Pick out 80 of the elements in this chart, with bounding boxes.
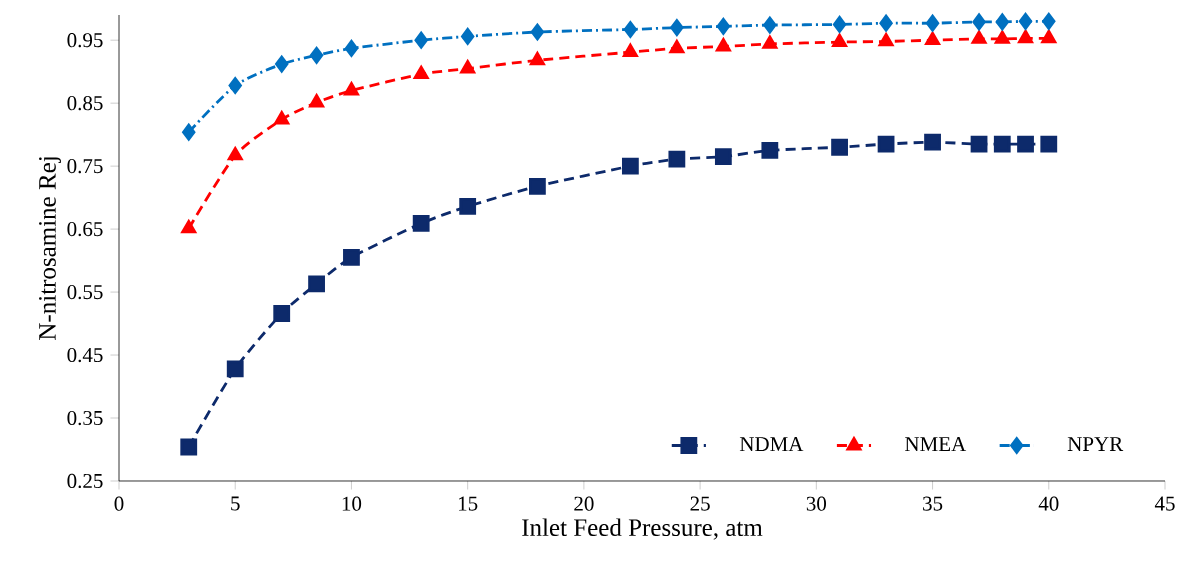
point	[668, 150, 686, 168]
point	[275, 55, 289, 73]
point	[1017, 135, 1034, 153]
point	[459, 198, 477, 215]
x-tick-label: 25	[690, 496, 710, 511]
point	[1018, 12, 1033, 30]
point	[414, 31, 428, 49]
x-tick-label: 35	[923, 496, 943, 511]
point	[669, 39, 685, 54]
point	[412, 215, 430, 232]
point	[832, 16, 847, 33]
y-tick-label: 0.65	[67, 221, 103, 237]
point	[1040, 135, 1058, 153]
point	[831, 138, 848, 156]
point	[227, 147, 243, 161]
point	[970, 135, 988, 153]
x-tick-label: 30	[806, 496, 827, 511]
y-tick-label: 0.25	[67, 473, 103, 489]
point	[308, 275, 325, 293]
point	[715, 38, 731, 52]
y-tick-label: 0.35	[67, 410, 103, 426]
point	[763, 16, 777, 34]
point	[621, 157, 639, 175]
point	[832, 33, 848, 47]
point	[460, 60, 476, 74]
point	[670, 19, 684, 36]
y-tick-label: 0.95	[67, 33, 103, 48]
point	[274, 111, 290, 125]
point	[182, 123, 196, 141]
y-tick-label: 0.85	[67, 96, 103, 111]
y-tick-label: 0.75	[67, 159, 103, 174]
point	[461, 28, 475, 45]
legend-label: NMEA	[905, 437, 967, 451]
point	[972, 13, 986, 31]
point	[309, 46, 324, 64]
legend-label: NDMA	[739, 437, 804, 451]
point	[878, 33, 894, 47]
point	[529, 51, 545, 66]
point	[309, 94, 325, 108]
x-tick-label: 45	[1154, 496, 1175, 511]
point	[180, 438, 198, 456]
point	[228, 77, 242, 94]
x-axis-title: Inlet Feed Pressure, atm	[522, 518, 763, 540]
x-tick-label: 40	[1038, 496, 1059, 511]
x-tick-label: 0	[114, 496, 124, 511]
point	[343, 249, 360, 266]
point	[622, 43, 638, 58]
y-tick-label: 0.55	[67, 284, 103, 300]
point	[623, 21, 638, 38]
point	[762, 35, 778, 49]
y-axis-title: N-nitrosamine Rej	[39, 157, 61, 340]
point	[716, 17, 731, 35]
point	[714, 148, 732, 166]
x-tick-label: 20	[574, 496, 594, 511]
x-tick-label: 10	[342, 496, 362, 511]
point	[995, 13, 1009, 31]
point	[761, 141, 779, 159]
x-tick-label: 5	[231, 496, 240, 511]
point	[529, 177, 546, 195]
point	[1041, 29, 1057, 44]
point	[273, 305, 291, 322]
point	[413, 65, 429, 80]
point	[924, 133, 941, 151]
point	[879, 14, 893, 32]
point	[1042, 12, 1056, 30]
point	[877, 135, 895, 153]
legend-label: NPYR	[1067, 437, 1124, 451]
point	[971, 30, 987, 44]
point	[344, 39, 359, 57]
point	[925, 31, 941, 46]
point	[925, 14, 940, 32]
x-tick-label: 15	[459, 496, 478, 511]
point	[181, 220, 197, 234]
point	[994, 30, 1010, 44]
point	[993, 135, 1011, 153]
y-tick-label: 0.45	[67, 347, 103, 363]
point	[343, 82, 359, 96]
point	[1018, 29, 1033, 44]
point	[226, 360, 244, 378]
point	[530, 23, 545, 41]
